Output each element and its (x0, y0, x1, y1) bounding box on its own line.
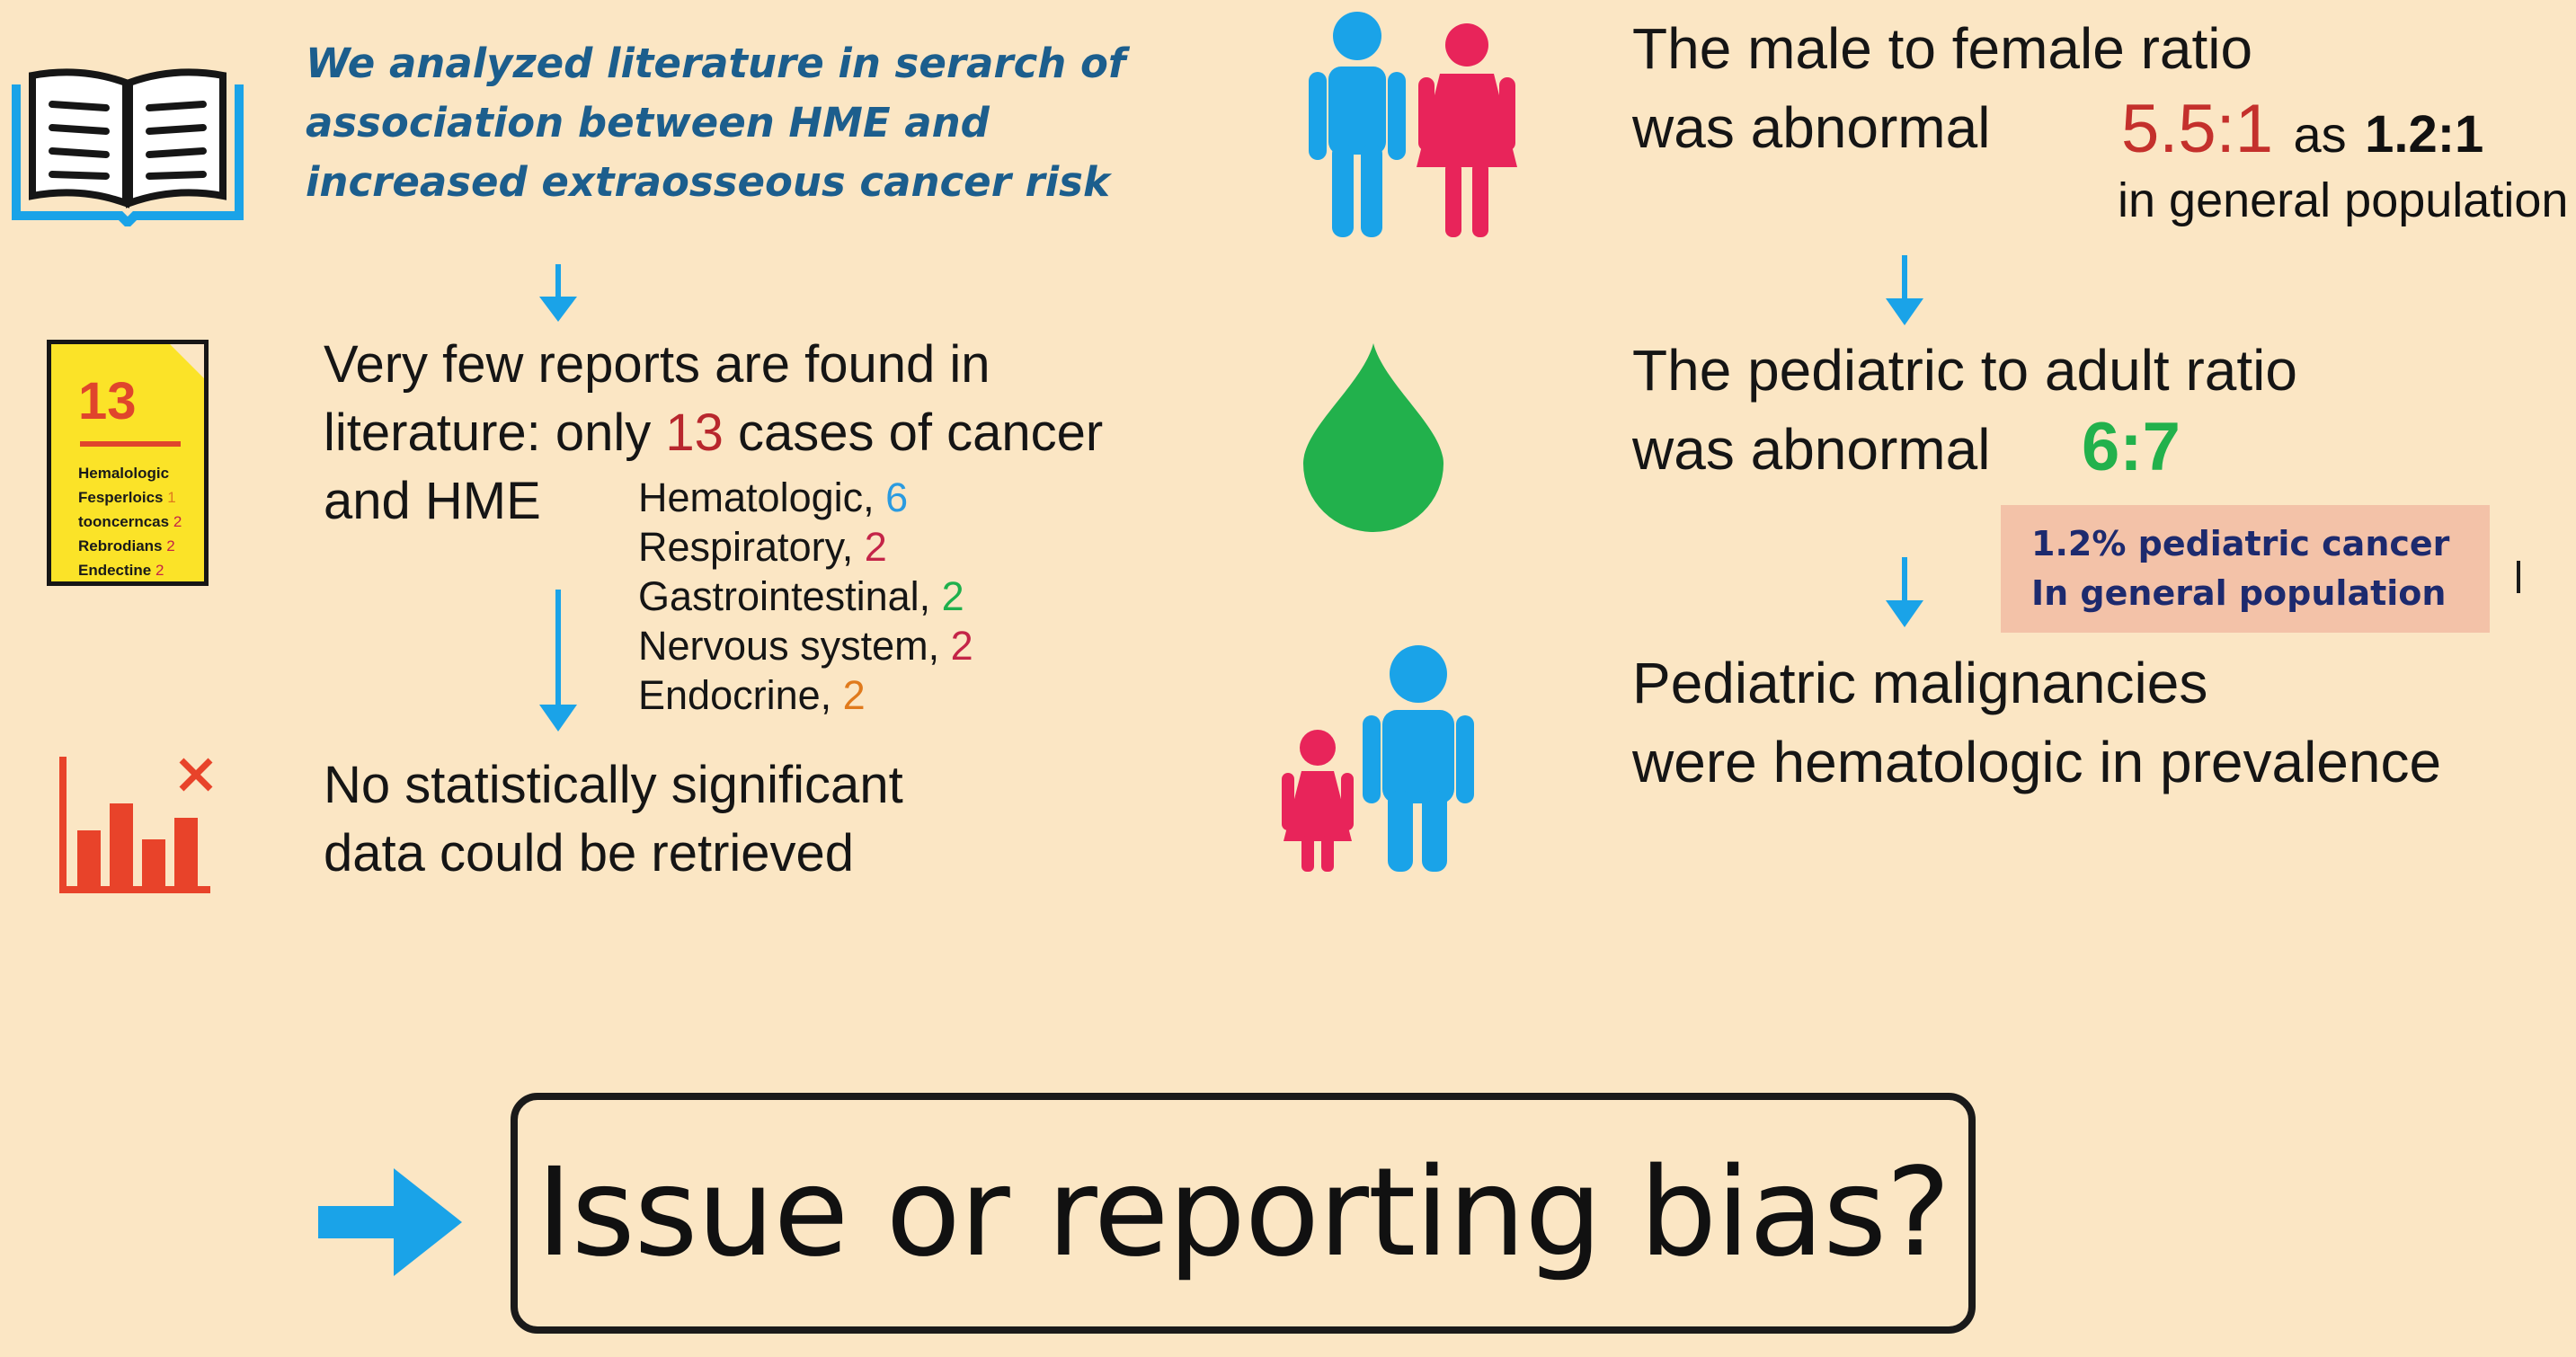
reports-text: Very few reports are found in literature… (324, 335, 1104, 530)
note-box: 1.2% pediatric cancer In general populat… (2001, 505, 2490, 633)
stats-text: No statistically significant data could … (324, 756, 903, 882)
intro-text: We analyzed literature in serarch of ass… (306, 40, 1126, 206)
category-list: Hematologic, 6 Respiratory, 2 Gastrointe… (638, 473, 973, 720)
male-female-icon (1309, 12, 1517, 237)
arrow-right-icon (318, 1168, 462, 1276)
general-population-text: in general population (2118, 173, 2569, 227)
list-item: Gastrointestinal, 2 (638, 573, 964, 619)
list-item: Respiratory, 2 (638, 524, 887, 570)
age-ratio-text: The pediatric to adult ratio was abnorma… (1632, 338, 2297, 482)
list-item: Hematologic, 6 (638, 475, 909, 520)
document-icon: 13 Hemalologic Fesperloics 1 tooncerncas… (47, 340, 209, 586)
divider (2517, 561, 2520, 593)
arrow-down-icon (1886, 557, 1923, 627)
list-item: Nervous system, 2 (638, 623, 973, 669)
age-ratio-value: 6:7 (2082, 409, 2181, 485)
question-box: Issue or reporting bias? (511, 1093, 1976, 1334)
arrow-down-icon (1886, 255, 1923, 325)
drop-icon (1303, 343, 1443, 532)
pediatric-text: Pediatric malignancies were hematologic … (1632, 651, 2442, 794)
question-text: Issue or reporting bias? (536, 1142, 1951, 1284)
open-book-icon (12, 68, 244, 226)
list-item: Endocrine, 2 (638, 672, 866, 718)
sex-ratio-text: The male to female ratio was abnormal (1632, 16, 2253, 160)
arrow-down-icon (539, 590, 577, 732)
bar-chart-cross-icon (59, 757, 213, 893)
parent-child-icon (1282, 645, 1474, 872)
arrow-down-icon (539, 264, 577, 322)
sex-ratio-value: 5.5:1 as 1.2:1 (2121, 91, 2484, 167)
